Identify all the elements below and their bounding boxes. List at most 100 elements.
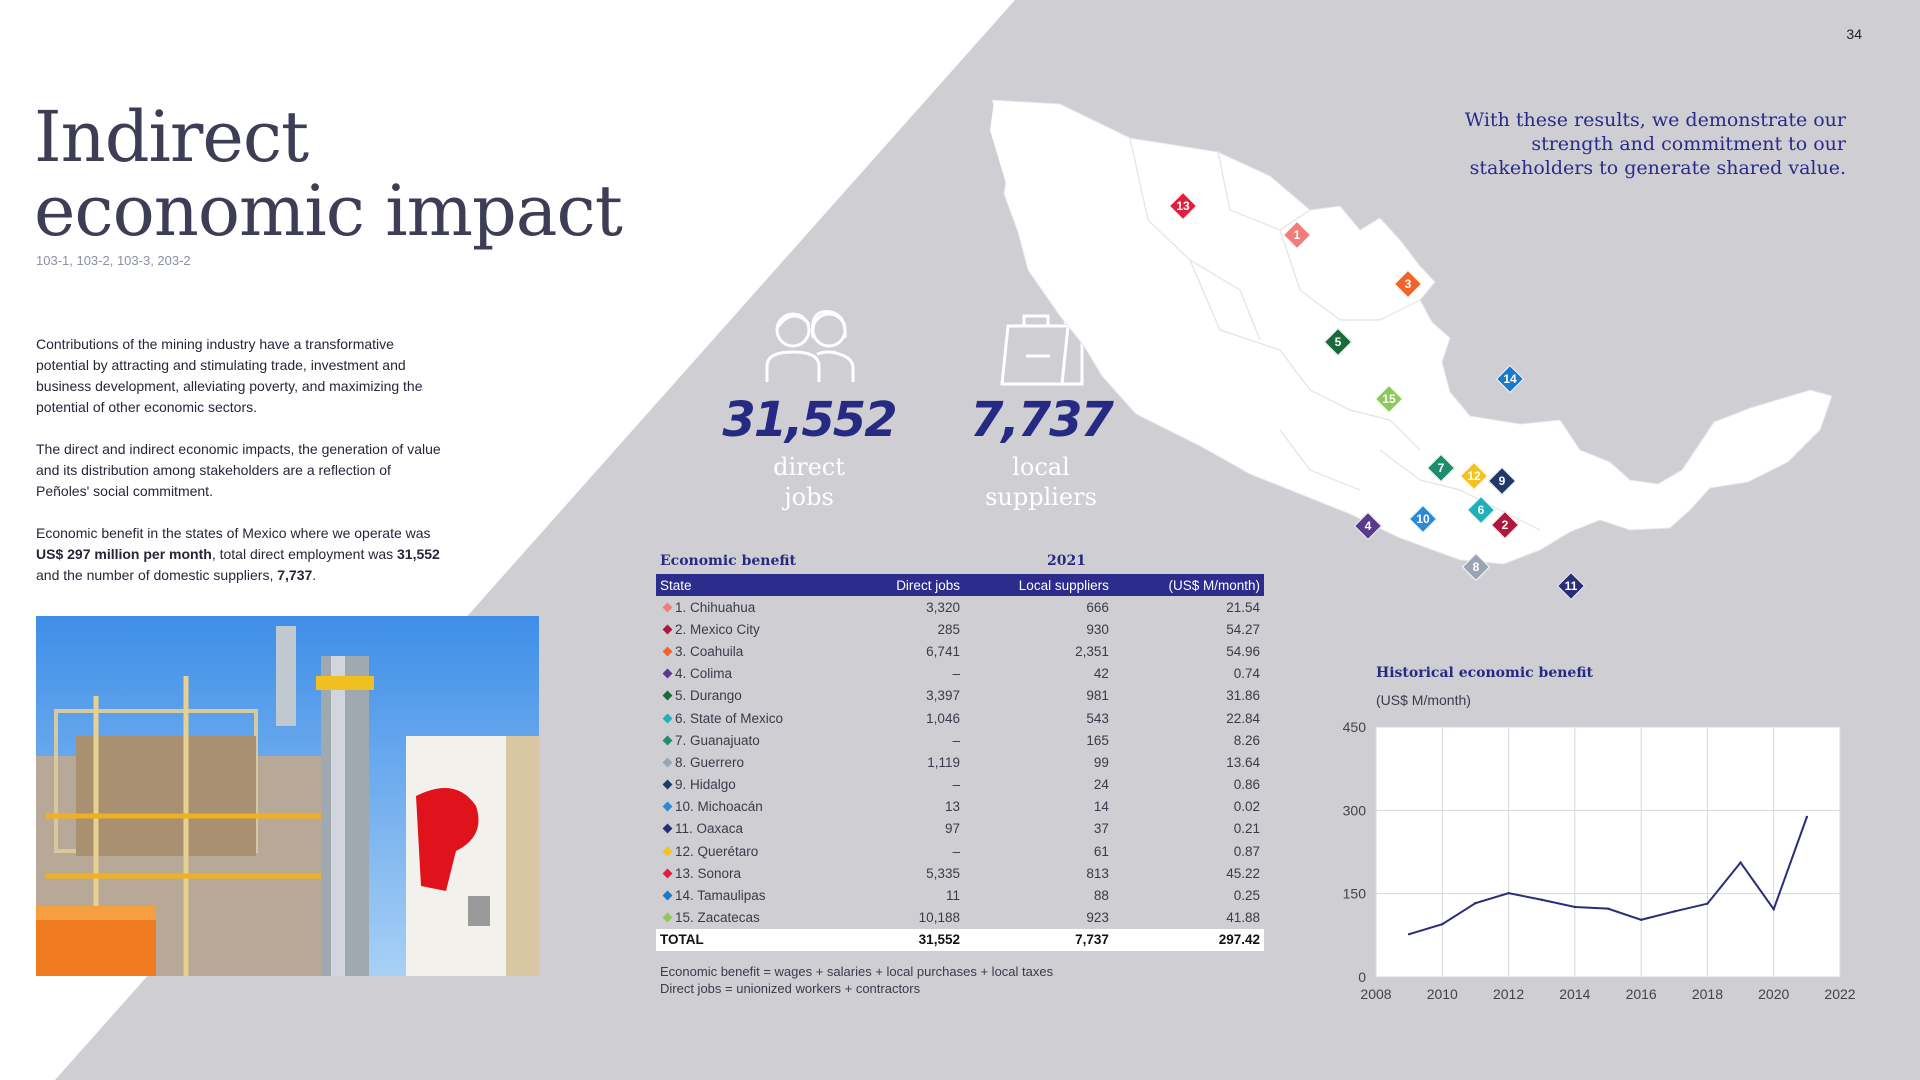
diamond-icon [662,779,673,790]
x-tick-label: 2010 [1427,986,1458,1002]
y-tick-label: 300 [1343,802,1367,818]
suppliers-cell: 24 [1093,777,1109,793]
state-name: 1. Chihuahua [675,599,756,615]
suppliers-cell: 165 [1086,732,1109,748]
benefit-cell: 54.27 [1226,621,1260,637]
benefit-cell: 45.22 [1226,865,1260,881]
state-cell: 3. Coahuila [656,640,855,662]
jobs-cell: – [952,666,960,682]
mexico-map [990,99,1833,565]
x-tick-label: 2014 [1559,986,1590,1002]
benefit-cell: 21.54 [1226,599,1260,615]
data-point [1573,905,1577,909]
benefit-text: . [312,567,317,583]
map-marker: 15 [1374,384,1404,414]
state-name: 2. Mexico City [675,621,760,637]
diamond-icon [662,846,673,857]
table-row: 5. Durango 3,397 981 31.86 [656,685,1264,707]
diamond-icon [662,735,673,746]
map-marker: 2 [1490,510,1520,540]
benefit-cell: 0.74 [1233,666,1260,682]
chart-title: Historical economic benefit [1376,665,1593,681]
jobs-label-line-1: direct [773,453,845,481]
state-cell: 14. Tamaulipas [656,884,855,906]
benefit-cell: 0.21 [1233,821,1260,837]
title-line-2: economic impact [34,170,623,252]
table-row: 1. Chihuahua 3,320 666 21.54 [656,596,1264,618]
data-point [1639,918,1643,921]
impact-paragraph: The direct and indirect economic impacts… [36,441,441,499]
benefit-cell: 8.26 [1233,732,1260,748]
data-point [1606,907,1610,910]
data-point [1540,898,1543,901]
state-cell: 11. Oaxaca [656,818,855,840]
benefit-amount: US$ 297 million per month [36,546,212,562]
state-cell: 4. Colima [656,663,855,685]
suppliers-cell: 930 [1086,621,1109,637]
state-cell: 5. Durango [656,685,855,707]
map-marker: 4 [1353,511,1383,541]
state-name: 6. State of Mexico [675,710,784,726]
y-tick-label: 450 [1343,719,1367,735]
map-marker: 5 [1323,327,1353,357]
column-header: Direct jobs [854,574,964,596]
jobs-cell: – [952,732,960,748]
table-row: 12. Querétaro – 61 0.87 [656,840,1264,862]
x-tick-label: 2022 [1824,986,1855,1002]
state-name: 12. Querétaro [675,843,759,859]
jobs-cell: 13 [944,799,960,815]
suppliers-label-line-1: local [1012,453,1070,481]
economic-benefit-table: State Direct jobs Local suppliers (US$ M… [656,574,1264,951]
state-cell: 6. State of Mexico [656,707,855,729]
jobs-cell: 285 [937,621,960,637]
column-header: Local suppliers [963,574,1113,596]
marker-number: 9 [1498,474,1506,488]
diamond-icon [662,801,673,812]
map-marker: 14 [1495,364,1525,394]
map-marker: 7 [1426,453,1456,483]
state-name: 8. Guerrero [675,754,745,770]
marker-number: 8 [1472,560,1480,574]
marker-number: 3 [1404,277,1412,291]
state-name: 5. Durango [675,688,742,704]
marker-number: 12 [1467,469,1481,483]
jobs-cell: 1,119 [927,754,960,770]
jobs-cell: 3,320 [926,599,960,615]
suppliers-cell: 2,351 [1075,643,1109,659]
benefit-cell: 54.96 [1226,643,1260,659]
total-row: TOTAL 31,552 7,737 297.42 [656,928,1264,951]
marker-number: 13 [1176,199,1190,213]
suppliers-cell: 42 [1093,666,1109,682]
jobs-cell: 10,188 [918,910,960,926]
diamond-icon [662,624,673,635]
map-marker: 13 [1168,191,1198,221]
column-header: (US$ M/month) [1112,574,1264,596]
benefit-jobs: 31,552 [397,546,440,562]
diamond-icon [662,713,673,723]
benefit-cell: 22.84 [1226,710,1260,726]
data-point [1407,933,1411,936]
x-tick-label: 2018 [1692,986,1723,1002]
column-header: State [656,574,855,596]
table-row: 7. Guanajuato – 165 8.26 [656,729,1264,751]
diamond-icon [662,690,673,701]
note-line-2: Direct jobs = unionized workers + contra… [660,981,921,996]
x-tick-label: 2008 [1360,986,1391,1002]
state-cell: 7. Guanajuato [656,729,855,751]
jobs-cell: – [952,843,960,859]
state-cell: 9. Hidalgo [656,774,855,796]
suppliers-value: 7,737 [970,392,1114,448]
diamond-icon [662,668,673,679]
state-cell: 10. Michoacán [656,796,855,818]
total-suppliers: 7,737 [963,928,1113,951]
diamond-icon [662,912,673,923]
plant-photo [36,616,539,976]
state-name: 13. Sonora [675,865,742,881]
jobs-cell: 97 [944,821,960,837]
benefit-cell: 31.86 [1226,688,1260,704]
data-point [1805,815,1809,819]
data-point [1474,901,1477,905]
suppliers-label: local suppliers [921,452,1161,512]
benefit-cell: 0.87 [1233,843,1260,859]
table-header-row: State Direct jobs Local suppliers (US$ M… [656,574,1264,596]
